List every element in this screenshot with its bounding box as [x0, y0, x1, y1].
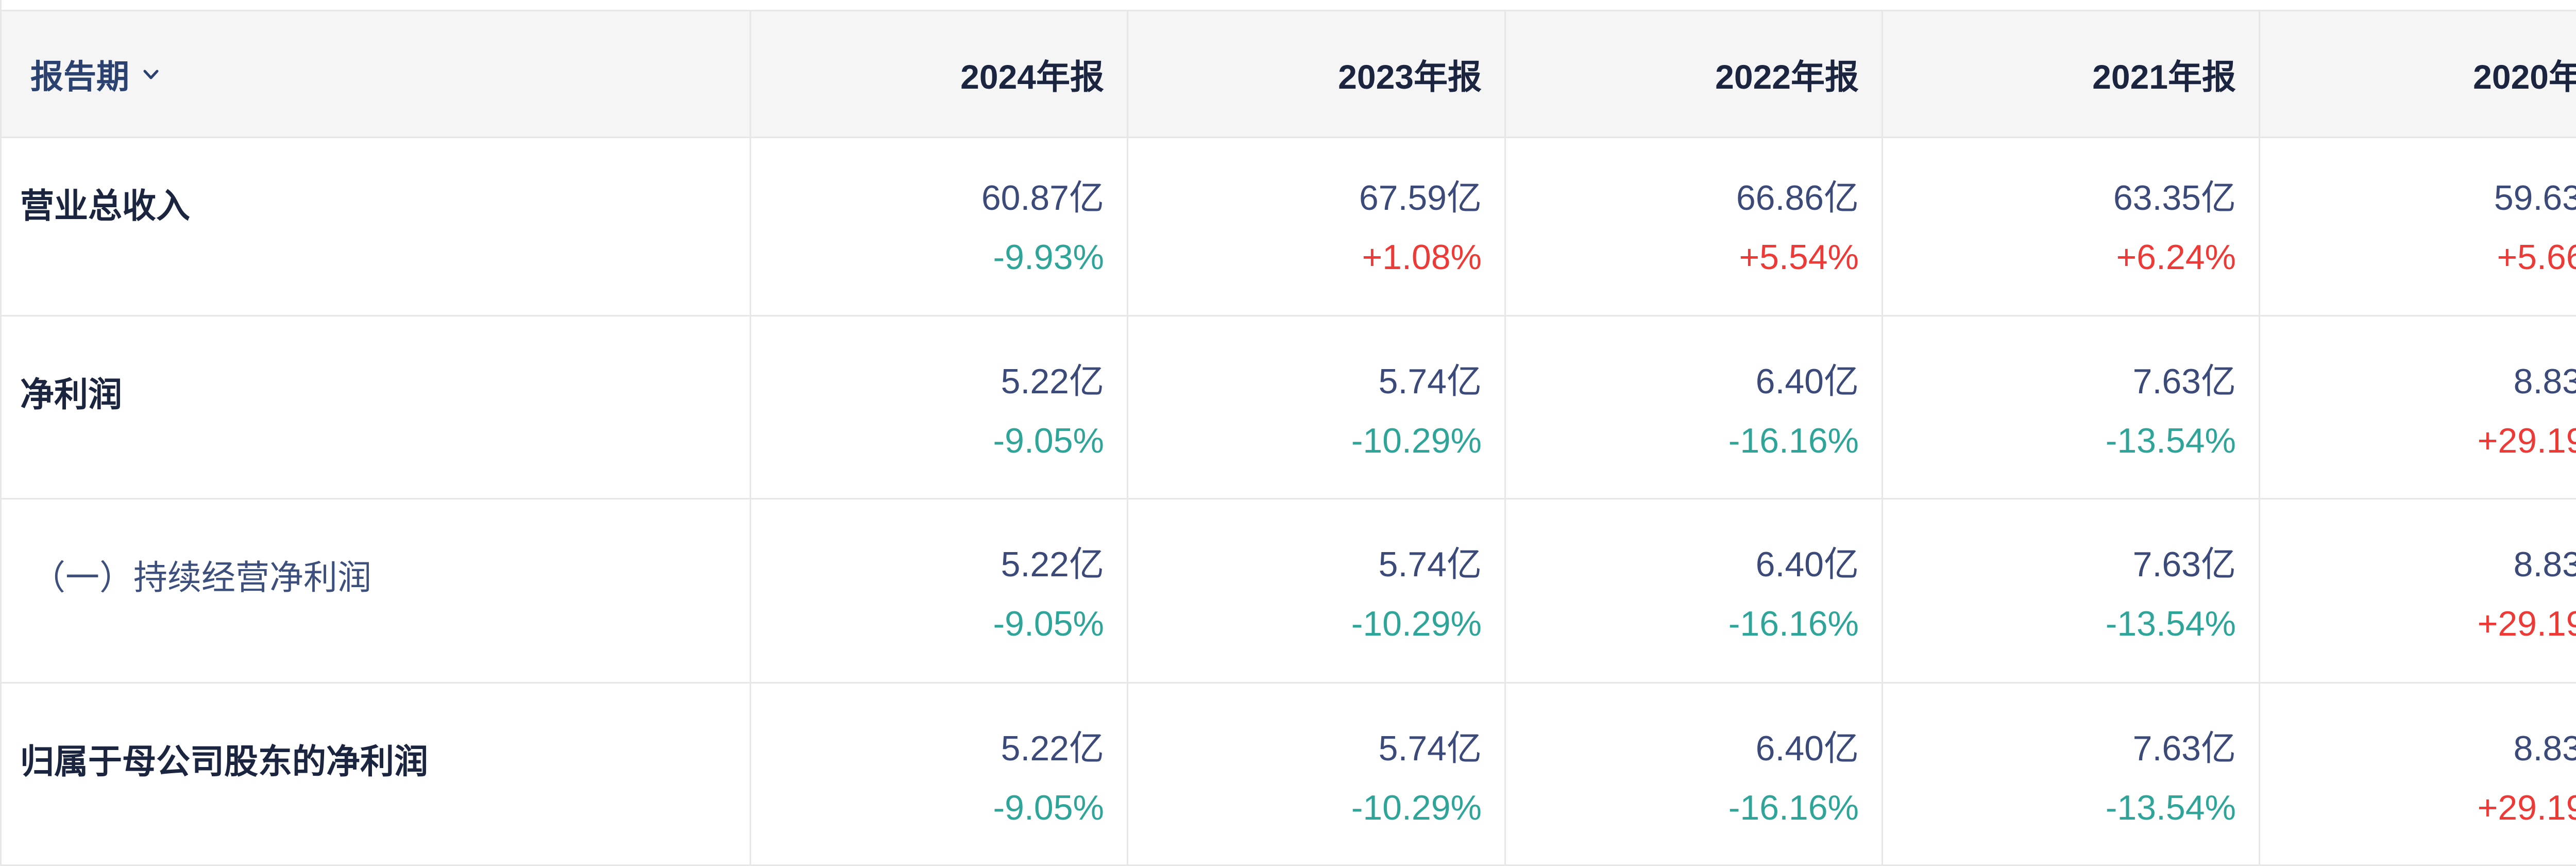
table-cell: 5.22亿 -9.05% — [751, 499, 1128, 684]
year-label: 2024年报 — [960, 57, 1104, 96]
cell-change: -16.16% — [1728, 788, 1859, 827]
cell-change: +5.66% — [2497, 238, 2576, 277]
row-label-parent-net-profit: 归属于母公司股东的净利润 — [2, 684, 751, 866]
cell-value: 5.74亿 — [1378, 729, 1482, 768]
cell-change: +5.54% — [1739, 238, 1859, 277]
cell-value: 67.59亿 — [1359, 178, 1482, 218]
table-cell: 5.22亿 -9.05% — [751, 684, 1128, 866]
report-period-selector[interactable]: 报告期 — [2, 11, 751, 138]
cell-value: 5.22亿 — [1001, 545, 1104, 584]
cell-value: 7.63亿 — [2132, 362, 2236, 401]
cell-value: 7.63亿 — [2132, 729, 2236, 768]
cell-value: 6.40亿 — [1755, 362, 1859, 401]
year-label: 2022年报 — [1715, 57, 1859, 96]
table-cell: 5.74亿 -10.29% — [1128, 684, 1506, 866]
cell-change: -9.05% — [993, 421, 1104, 460]
report-period-label: 报告期 — [30, 58, 129, 95]
table-cell: 60.87亿 -9.93% — [751, 138, 1128, 317]
row-label-continuing-ops-profit: （一）持续经营净利润 — [2, 499, 751, 684]
cell-change: -9.05% — [993, 604, 1104, 643]
row-label: 归属于母公司股东的净利润 — [20, 742, 428, 780]
cell-change: +29.19% — [2477, 421, 2576, 460]
table-cell: 59.63亿 +5.66% — [2260, 138, 2576, 317]
cell-value: 8.83亿 — [2513, 545, 2576, 584]
table-cell: 6.40亿 -16.16% — [1506, 499, 1883, 684]
cell-change: +29.19% — [2477, 788, 2576, 827]
table-cell: 7.63亿 -13.54% — [1883, 499, 2260, 684]
cell-change: +29.19% — [2477, 604, 2576, 643]
table-cell: 67.59亿 +1.08% — [1128, 138, 1506, 317]
column-header-2020: 2020年报 — [2260, 11, 2576, 138]
row-label: （一）持续经营净利润 — [31, 558, 371, 596]
cell-value: 8.83亿 — [2513, 729, 2576, 768]
table-cell: 5.22亿 -9.05% — [751, 317, 1128, 499]
chevron-down-icon — [143, 70, 159, 79]
cell-change: -10.29% — [1351, 788, 1482, 827]
cell-value: 59.63亿 — [2494, 178, 2576, 218]
cell-change: -13.54% — [2105, 421, 2236, 460]
cell-change: -16.16% — [1728, 421, 1859, 460]
row-label-net-profit: 净利润 — [2, 317, 751, 499]
table-cell: 7.63亿 -13.54% — [1883, 317, 2260, 499]
cell-value: 5.22亿 — [1001, 729, 1104, 768]
table-cell: 8.83亿 +29.19% — [2260, 499, 2576, 684]
cell-value: 66.86亿 — [1736, 178, 1859, 218]
table-cell: 5.74亿 -10.29% — [1128, 317, 1506, 499]
row-label: 营业总收入 — [20, 187, 190, 225]
cell-value: 60.87亿 — [981, 178, 1104, 218]
table-cell: 8.83亿 +29.19% — [2260, 684, 2576, 866]
cell-value: 5.74亿 — [1378, 545, 1482, 584]
table-cell: 5.74亿 -10.29% — [1128, 499, 1506, 684]
cell-value: 6.40亿 — [1755, 545, 1859, 584]
row-label: 净利润 — [20, 375, 122, 413]
year-label: 2021年报 — [2092, 57, 2236, 96]
cell-change: -13.54% — [2105, 788, 2236, 827]
cell-value: 5.22亿 — [1001, 362, 1104, 401]
table-cell: 8.83亿 +29.19% — [2260, 317, 2576, 499]
column-header-2023: 2023年报 — [1128, 11, 1506, 138]
cell-value: 7.63亿 — [2132, 545, 2236, 584]
cell-change: -16.16% — [1728, 604, 1859, 643]
row-label-total-revenue: 营业总收入 — [2, 138, 751, 317]
cell-value: 5.74亿 — [1378, 362, 1482, 401]
cell-value: 63.35亿 — [2113, 178, 2236, 218]
table-cell: 6.40亿 -16.16% — [1506, 317, 1883, 499]
cell-change: +6.24% — [2116, 238, 2236, 277]
table-top-strip — [2, 0, 2576, 11]
cell-change: -9.93% — [993, 238, 1104, 277]
column-header-2022: 2022年报 — [1506, 11, 1883, 138]
cell-change: -10.29% — [1351, 604, 1482, 643]
cell-value: 6.40亿 — [1755, 729, 1859, 768]
table-cell: 66.86亿 +5.54% — [1506, 138, 1883, 317]
cell-change: +1.08% — [1362, 238, 1482, 277]
cell-change: -13.54% — [2105, 604, 2236, 643]
year-label: 2023年报 — [1338, 57, 1482, 96]
column-header-2021: 2021年报 — [1883, 11, 2260, 138]
table-cell: 63.35亿 +6.24% — [1883, 138, 2260, 317]
cell-value: 8.83亿 — [2513, 362, 2576, 401]
table-cell: 6.40亿 -16.16% — [1506, 684, 1883, 866]
column-header-2024: 2024年报 — [751, 11, 1128, 138]
cell-change: -10.29% — [1351, 421, 1482, 460]
cell-change: -9.05% — [993, 788, 1104, 827]
year-label: 2020年报 — [2473, 57, 2576, 96]
table-cell: 7.63亿 -13.54% — [1883, 684, 2260, 866]
